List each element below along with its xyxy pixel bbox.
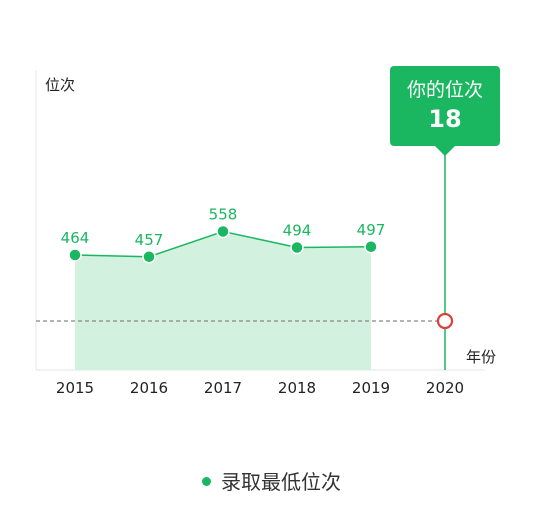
my-rank-marker[interactable]	[436, 312, 454, 330]
series-area	[75, 231, 371, 370]
tooltip-title: 你的位次	[407, 79, 483, 101]
y-axis-title: 位次	[45, 76, 75, 94]
x-tick-label: 2019	[352, 379, 390, 397]
chart: 464 457 558 494 497 2015 2016 2017 2018 2019 2020…	[35, 66, 500, 397]
data-point[interactable]	[290, 240, 304, 255]
x-tick-label: 2015	[56, 379, 94, 397]
legend-marker	[202, 477, 211, 486]
rank-tooltip[interactable]: 你的位次 18	[390, 66, 500, 156]
x-tick-label: 2016	[130, 379, 168, 397]
legend[interactable]: 录取最低位次	[0, 466, 543, 495]
tooltip-box	[390, 66, 500, 146]
data-point[interactable]	[364, 240, 378, 254]
tooltip-pointer	[435, 146, 455, 156]
line-layer: 464 457 558 494 497	[61, 206, 386, 264]
data-label: 497	[357, 221, 386, 239]
x-tick-label: 2020	[426, 379, 464, 397]
data-label: 494	[283, 222, 312, 240]
data-label: 558	[209, 206, 238, 224]
data-point[interactable]	[216, 224, 230, 239]
data-point[interactable]	[142, 250, 156, 264]
data-point[interactable]	[68, 248, 82, 262]
data-label: 464	[61, 229, 90, 247]
legend-label: 录取最低位次	[221, 470, 341, 494]
tooltip-value: 18	[428, 105, 461, 133]
tick-layer: 2015 2016 2017 2018 2019 2020	[56, 379, 464, 397]
data-label: 457	[135, 231, 164, 249]
area-layer	[75, 231, 371, 370]
x-tick-label: 2018	[278, 379, 316, 397]
x-axis-title: 年份	[466, 348, 496, 366]
x-tick-label: 2017	[204, 379, 242, 397]
